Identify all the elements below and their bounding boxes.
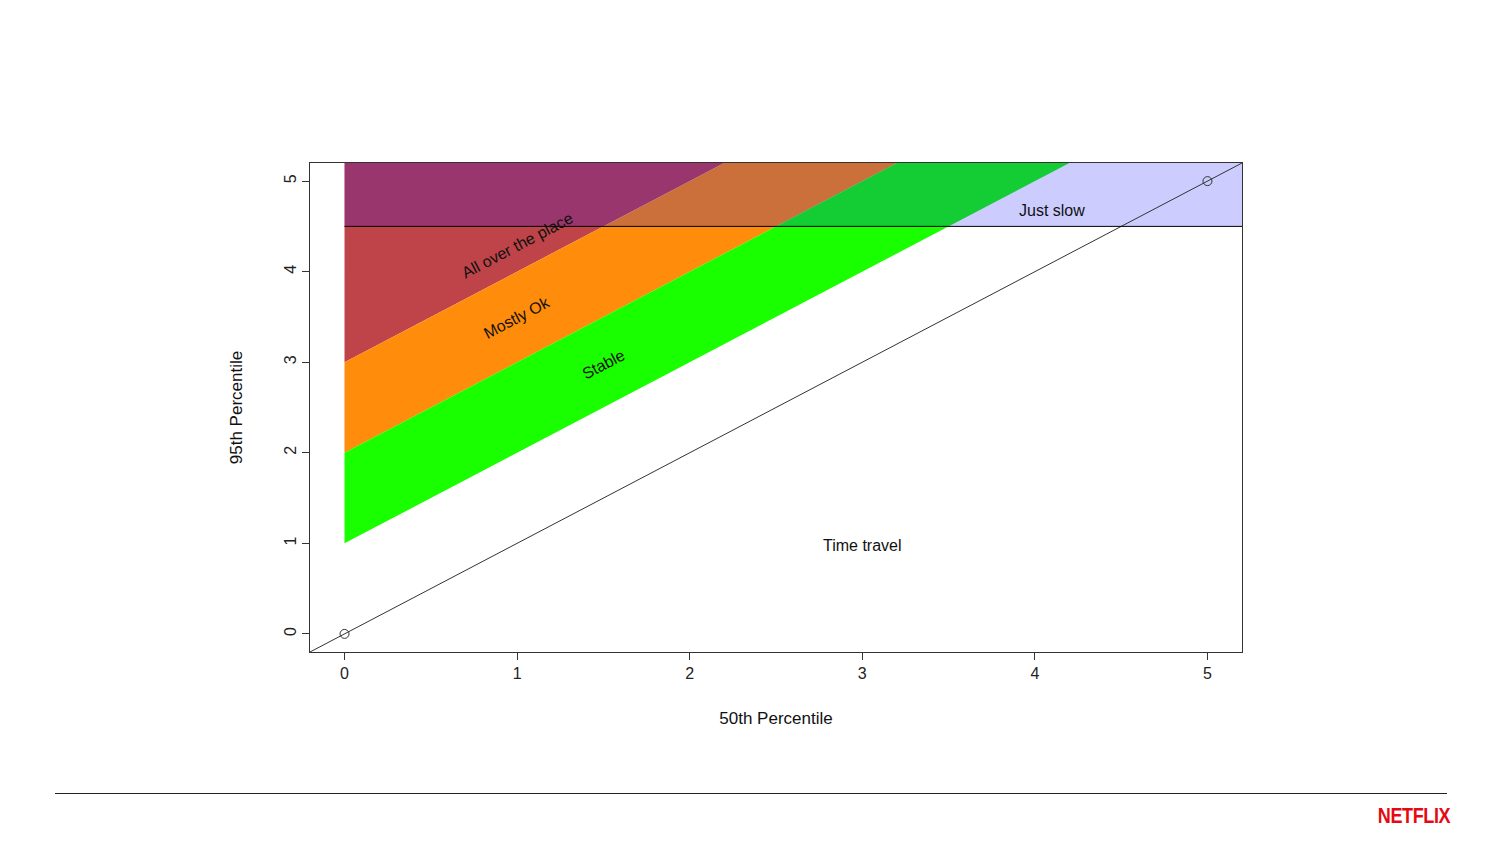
- svg-text:All over the place: All over the place: [459, 209, 576, 281]
- svg-text:2: 2: [685, 665, 694, 682]
- svg-text:Just slow: Just slow: [1019, 202, 1085, 219]
- svg-text:3: 3: [858, 665, 867, 682]
- svg-text:5: 5: [282, 174, 299, 183]
- svg-text:4: 4: [1030, 665, 1039, 682]
- svg-text:4: 4: [282, 265, 299, 274]
- svg-text:1: 1: [282, 536, 299, 545]
- svg-text:50th Percentile: 50th Percentile: [719, 709, 832, 728]
- svg-text:95th Percentile: 95th Percentile: [227, 351, 246, 464]
- svg-text:1: 1: [513, 665, 522, 682]
- svg-text:0: 0: [340, 665, 349, 682]
- svg-text:Stable: Stable: [579, 346, 627, 382]
- svg-text:Mostly Ok: Mostly Ok: [481, 293, 553, 342]
- svg-text:0: 0: [282, 627, 299, 636]
- svg-text:5: 5: [1203, 665, 1212, 682]
- svg-text:Time travel: Time travel: [823, 537, 902, 554]
- html-text:NETFLIX: NETFLIX: [1377, 803, 1450, 828]
- svg-text:3: 3: [282, 355, 299, 364]
- svg-text:2: 2: [282, 446, 299, 455]
